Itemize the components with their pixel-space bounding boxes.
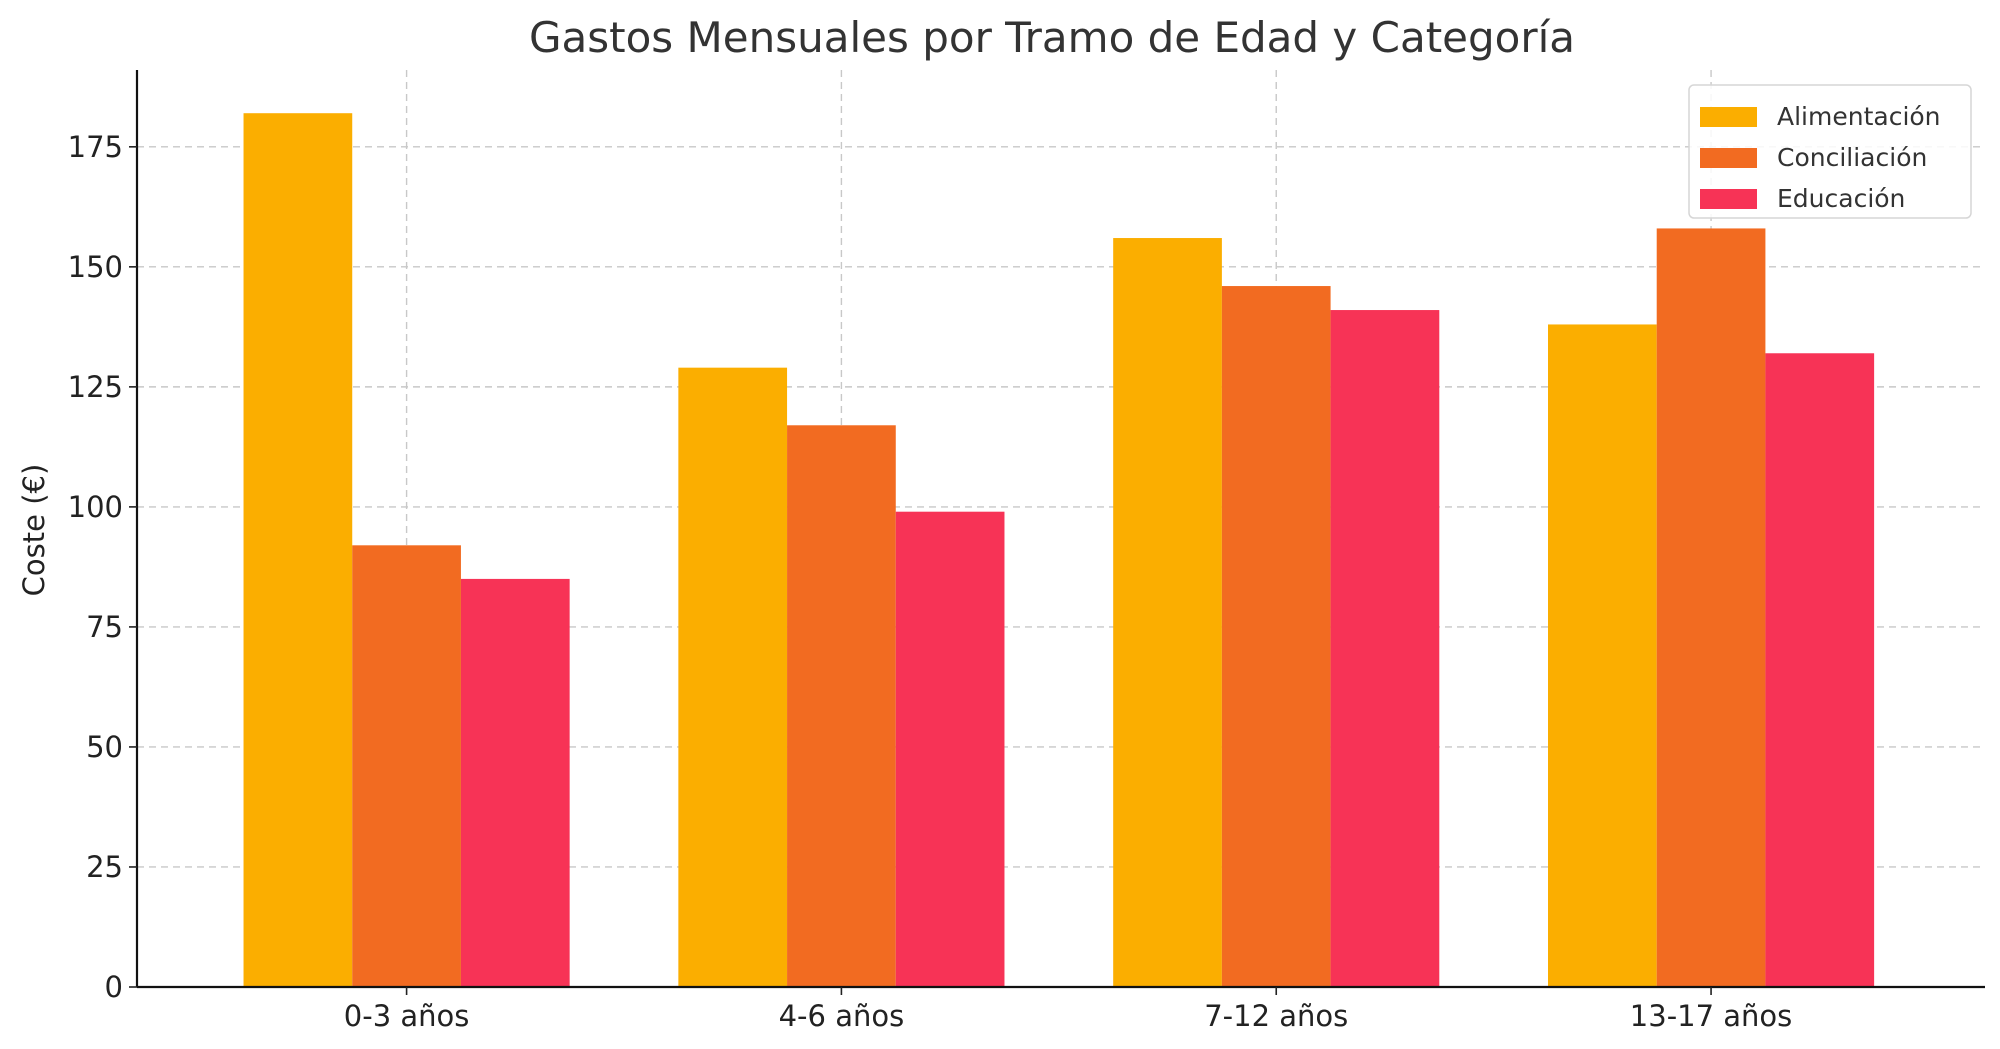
legend-swatch [1700,107,1757,127]
bar [1548,324,1657,987]
x-tick-label: 7-12 años [1204,999,1348,1033]
y-tick-label: 25 [86,850,123,884]
bar [1221,286,1331,987]
bar [678,367,788,987]
y-tick-label: 75 [86,610,123,644]
x-tick-label: 0-3 años [344,999,470,1033]
legend: Alimentación Conciliación Educación [1688,84,1972,219]
bar [787,425,896,988]
x-tick-label: 13-17 años [1630,999,1793,1033]
legend-label: Educación [1777,184,1905,213]
bar [1330,310,1440,987]
bar [243,113,353,988]
tick-labels: 0 25 50 75 100 125 150 175 0-3 años 4-6 años 7-12 … [68,130,1793,1033]
y-tick-label: 150 [68,250,123,284]
chart-title: Gastos Mensuales por Tramo de Edad y Cat… [529,13,1575,62]
y-axis-label: Coste (€) [17,464,51,597]
legend-swatch [1700,189,1757,209]
bar [460,578,570,987]
y-tick-label: 0 [105,970,123,1004]
bar [352,545,461,987]
y-tick-label: 175 [68,130,123,164]
bar [1765,353,1875,987]
bar [1656,228,1766,987]
legend-label: Conciliación [1777,143,1927,172]
legend-label: Alimentación [1777,102,1941,131]
axes [135,70,1985,989]
bar [895,511,1005,987]
legend-swatch [1700,148,1757,168]
y-tick-label: 125 [68,370,123,404]
x-tick-label: 4-6 años [779,999,905,1033]
y-tick-label: 100 [68,490,123,524]
y-tick-label: 50 [86,730,123,764]
bars [243,113,1875,988]
bar [1113,238,1222,988]
legend-box [1688,84,1972,219]
